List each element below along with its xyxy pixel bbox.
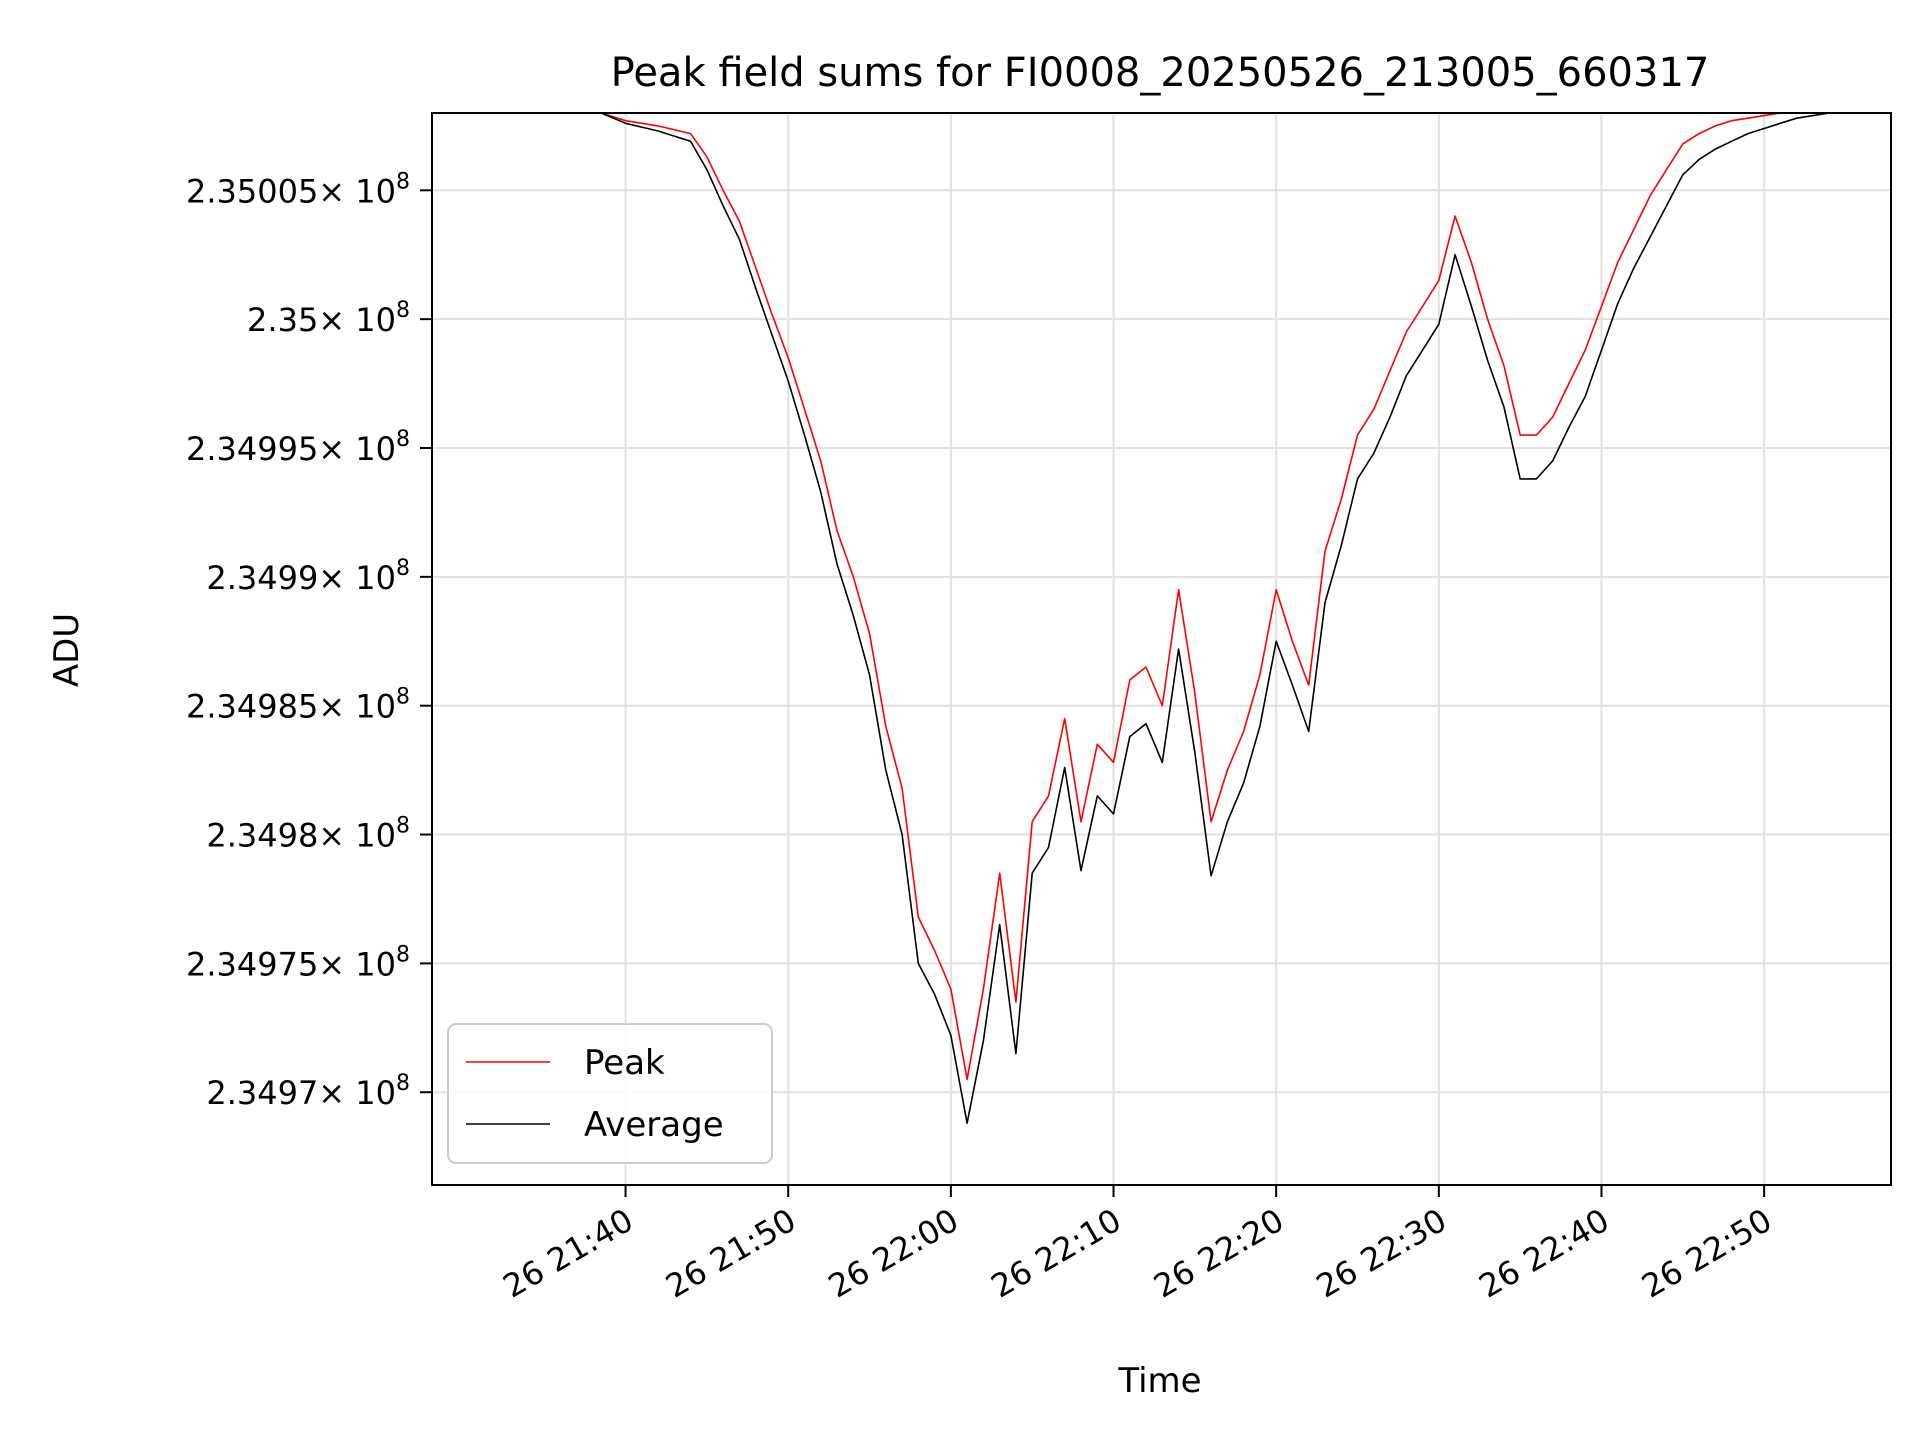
y-tick-label: 2.3498× 108 bbox=[206, 814, 410, 855]
legend: Peak Average bbox=[447, 1023, 773, 1164]
legend-label-average: Average bbox=[584, 1105, 724, 1145]
y-tick-exponent: 8 bbox=[396, 298, 410, 323]
y-tick-label: 2.34985× 108 bbox=[186, 685, 410, 726]
y-tick-multiplier: × 10 bbox=[318, 688, 396, 726]
y-tick-multiplier: × 10 bbox=[318, 430, 396, 468]
legend-label-peak: Peak bbox=[584, 1043, 665, 1083]
legend-box bbox=[447, 1023, 773, 1164]
y-tick-mantissa: 2.3497 bbox=[206, 1074, 318, 1112]
y-axis-label: ADU bbox=[47, 613, 87, 687]
y-tick-exponent: 8 bbox=[396, 169, 410, 194]
y-tick-exponent: 8 bbox=[396, 685, 410, 710]
y-tick-exponent: 8 bbox=[396, 1071, 410, 1096]
y-tick-label: 2.34975× 108 bbox=[186, 942, 410, 983]
y-tick-mantissa: 2.34985 bbox=[186, 688, 318, 726]
y-tick-multiplier: × 10 bbox=[318, 1074, 396, 1112]
y-tick-exponent: 8 bbox=[396, 556, 410, 581]
series-layer bbox=[600, 113, 1830, 1124]
y-tick-multiplier: × 10 bbox=[318, 817, 396, 855]
y-tick-mantissa: 2.34975 bbox=[186, 945, 318, 983]
y-tick-multiplier: × 10 bbox=[318, 172, 396, 210]
y-tick-multiplier: × 10 bbox=[318, 301, 396, 339]
y-tick-exponent: 8 bbox=[396, 814, 410, 839]
y-tick-label: 2.3497× 108 bbox=[206, 1071, 410, 1112]
plot-frame bbox=[431, 112, 1892, 1186]
y-tick-mantissa: 2.35005 bbox=[186, 172, 318, 210]
chart-title: Peak field sums for FI0008_20250526_2130… bbox=[611, 50, 1710, 96]
y-tick-label: 2.35× 108 bbox=[247, 298, 410, 339]
series-line-peak bbox=[600, 113, 1830, 1081]
y-tick-exponent: 8 bbox=[396, 427, 410, 452]
y-tick-label: 2.35005× 108 bbox=[186, 169, 410, 210]
x-axis-label: Time bbox=[1117, 1361, 1201, 1401]
y-tick-exponent: 8 bbox=[396, 942, 410, 967]
y-tick-mantissa: 2.35 bbox=[247, 301, 318, 339]
y-tick-multiplier: × 10 bbox=[318, 559, 396, 597]
y-tick-label: 2.34995× 108 bbox=[186, 427, 410, 468]
y-tick-mantissa: 2.3498 bbox=[206, 817, 318, 855]
y-tick-mantissa: 2.3499 bbox=[206, 559, 318, 597]
y-tick-label: 2.3499× 108 bbox=[206, 556, 410, 597]
y-tick-mantissa: 2.34995 bbox=[186, 430, 318, 468]
series-line-average bbox=[600, 113, 1830, 1124]
y-tick-multiplier: × 10 bbox=[318, 945, 396, 983]
